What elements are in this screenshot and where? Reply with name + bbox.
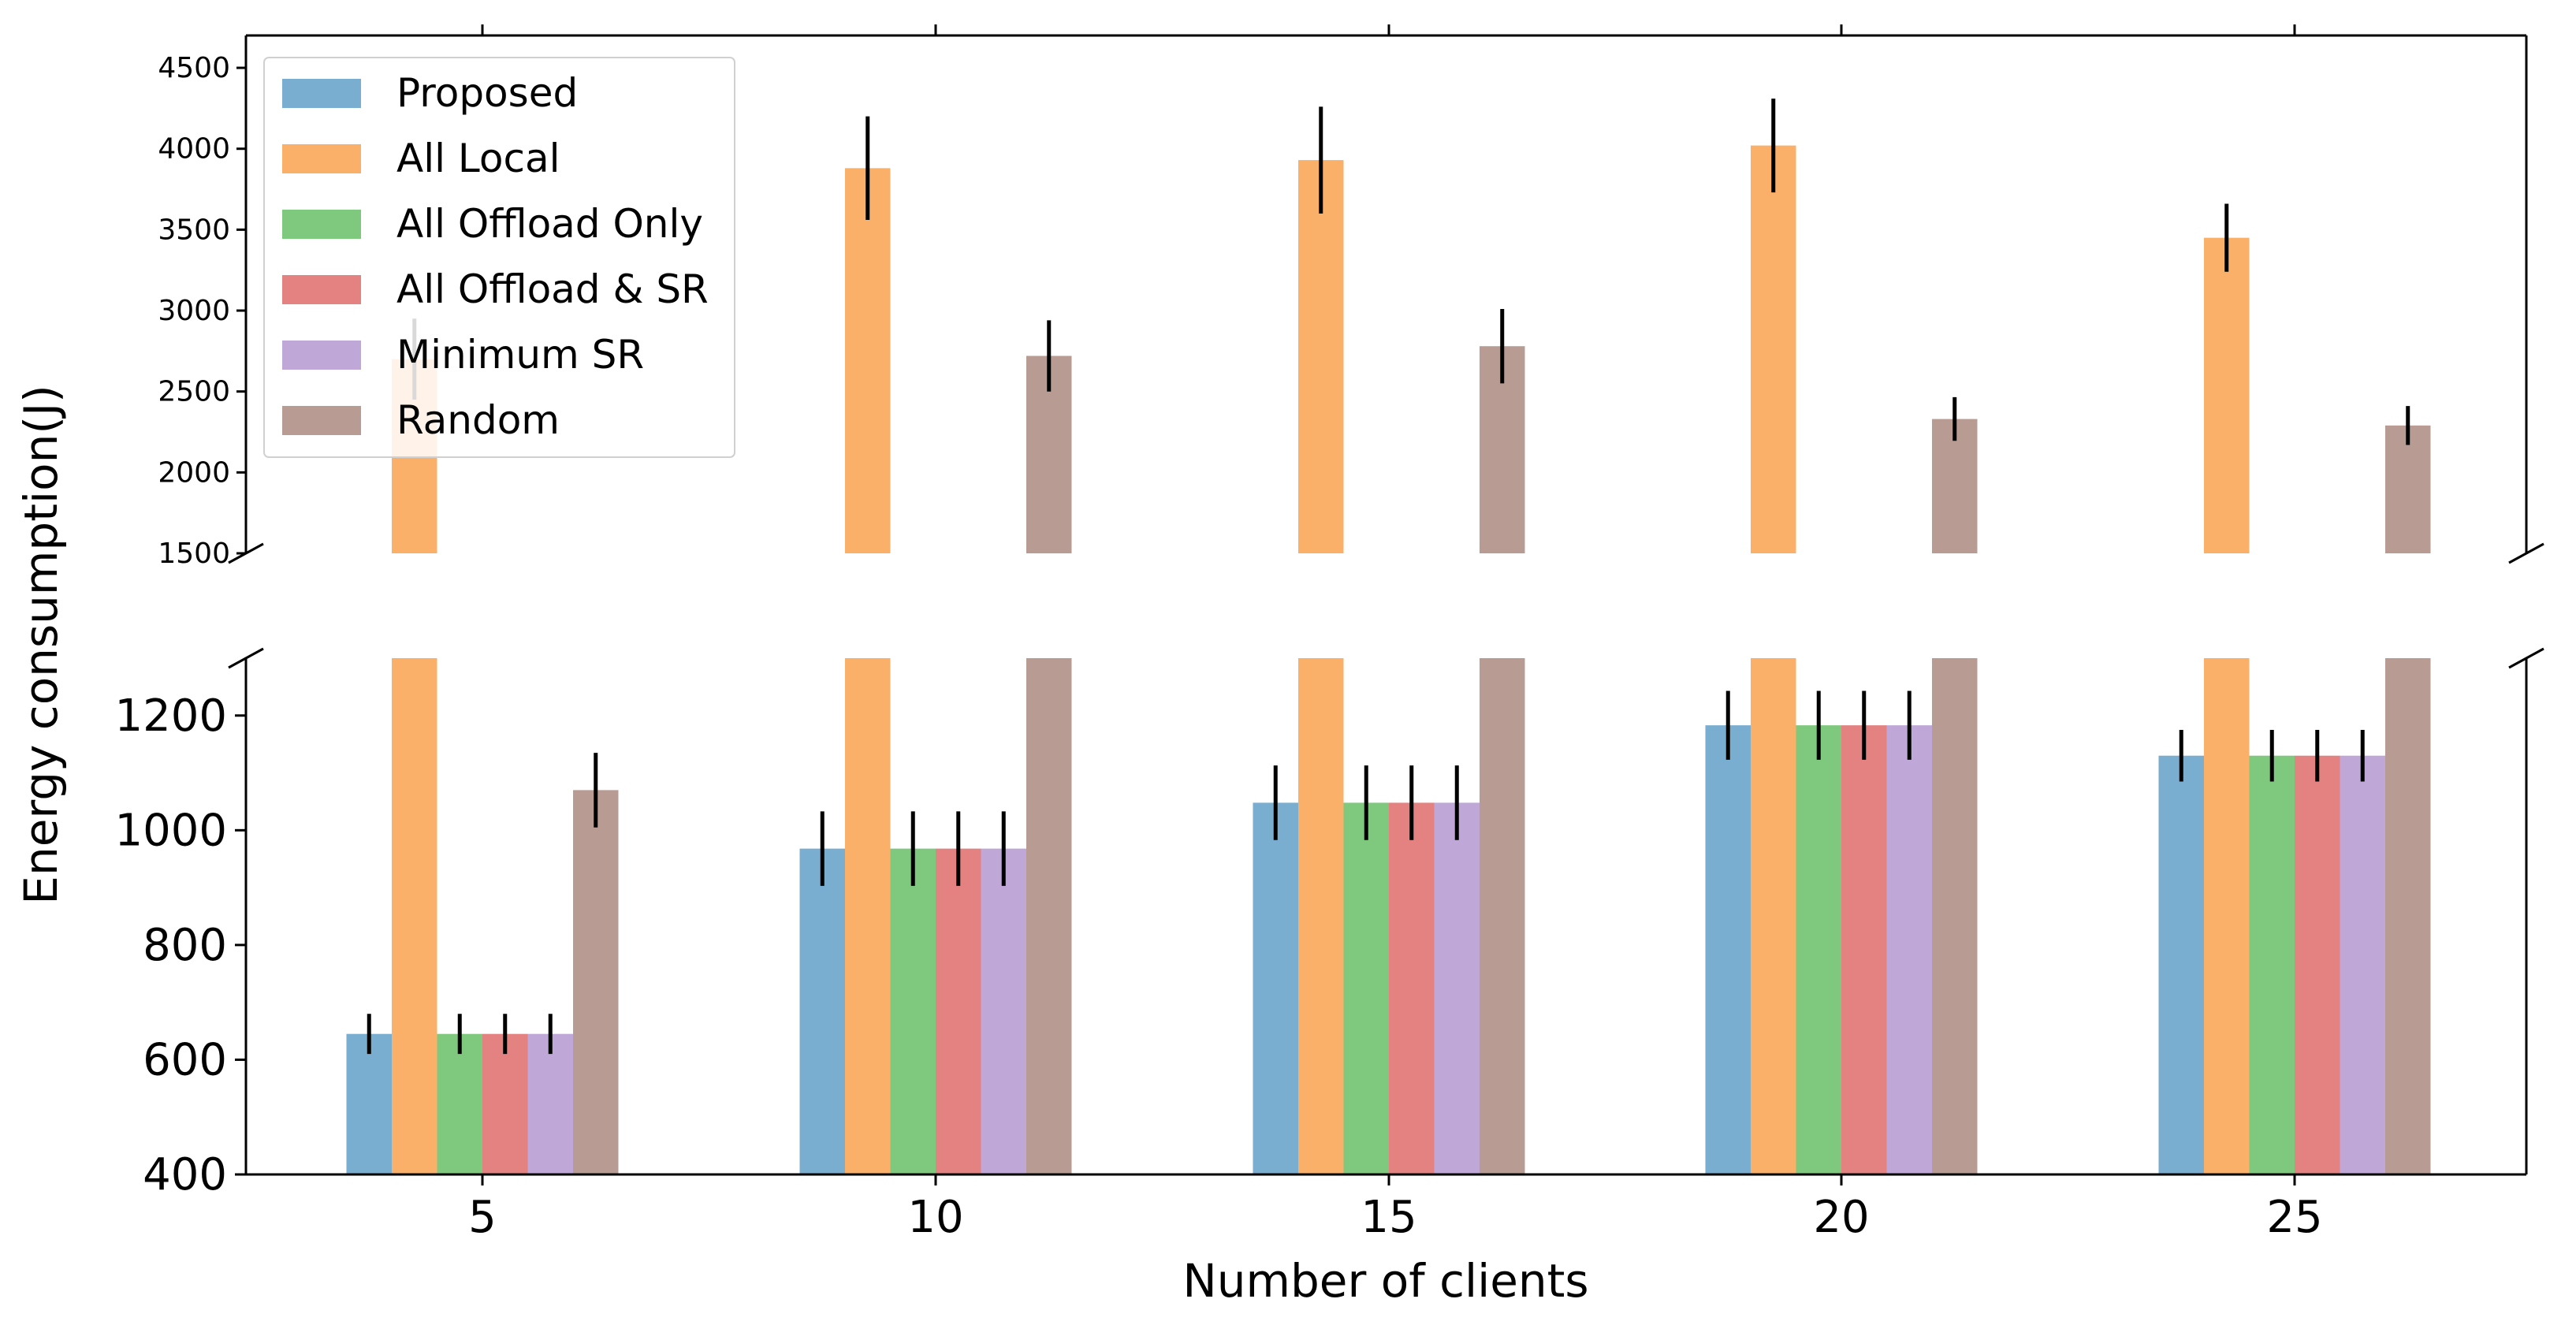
legend-label-all-offload-only: All Offload Only bbox=[396, 201, 703, 247]
bar-upper-random-20 bbox=[1932, 419, 1978, 553]
bar-lower-all-offload-sr-20 bbox=[1841, 725, 1887, 1174]
bar-lower-minimum-sr-5 bbox=[527, 1033, 573, 1174]
bar-lower-minimum-sr-25 bbox=[2340, 755, 2385, 1174]
x-tick-label-20: 20 bbox=[1813, 1192, 1869, 1243]
lower-y-tick-label-600: 600 bbox=[143, 1034, 227, 1085]
bar-lower-all-offload-sr-25 bbox=[2295, 755, 2340, 1174]
bar-lower-all-offload-only-15 bbox=[1343, 802, 1389, 1174]
bar-upper-random-25 bbox=[2385, 425, 2431, 553]
break-mark-upper-right bbox=[2508, 542, 2544, 564]
upper-y-tick-label-1500: 1500 bbox=[158, 538, 230, 570]
bar-lower-all-local-25 bbox=[2204, 658, 2250, 1174]
bar-upper-all-local-20 bbox=[1751, 145, 1796, 554]
bar-lower-random-20 bbox=[1932, 658, 1978, 1174]
legend-label-all-offload-sr: All Offload & SR bbox=[396, 266, 709, 312]
legend-swatch-minimum-sr bbox=[282, 341, 361, 370]
upper-y-tick-label-4500: 4500 bbox=[158, 52, 230, 84]
legend-swatch-random bbox=[282, 406, 361, 435]
bar-lower-all-offload-sr-15 bbox=[1389, 802, 1435, 1174]
upper-y-tick-label-3000: 3000 bbox=[158, 295, 230, 327]
upper-y-tick-label-2000: 2000 bbox=[158, 456, 230, 489]
bar-upper-all-local-15 bbox=[1298, 160, 1344, 553]
legend-swatch-all-local bbox=[282, 144, 361, 173]
bar-upper-all-local-25 bbox=[2204, 237, 2250, 553]
plot-area: 1500 2000 2500 3000 3500 4000 4500 400 600 800 100… bbox=[114, 24, 2544, 1243]
y-axis-label: Energy consumption(J) bbox=[14, 385, 68, 904]
legend: Proposed All Local All Offload Only All Off… bbox=[263, 57, 735, 458]
bar-lower-all-local-10 bbox=[845, 658, 891, 1174]
break-mark-lower-left bbox=[228, 647, 264, 669]
bar-lower-all-offload-only-10 bbox=[890, 848, 936, 1174]
x-tick-label-10: 10 bbox=[907, 1192, 963, 1243]
bar-lower-proposed-10 bbox=[799, 848, 845, 1174]
bar-lower-proposed-25 bbox=[2158, 755, 2204, 1174]
bar-lower-all-offload-sr-10 bbox=[936, 848, 981, 1174]
bar-lower-minimum-sr-15 bbox=[1434, 802, 1480, 1174]
x-axis-label: Number of clients bbox=[1182, 1254, 1588, 1308]
upper-y-tick-label-2500: 2500 bbox=[158, 376, 230, 408]
bar-lower-proposed-20 bbox=[1705, 725, 1751, 1174]
break-mark-lower-right bbox=[2508, 647, 2544, 669]
legend-frame bbox=[263, 57, 735, 458]
bar-lower-all-local-15 bbox=[1298, 658, 1344, 1174]
x-tick-label-15: 15 bbox=[1361, 1192, 1416, 1243]
lower-y-tick-label-1000: 1000 bbox=[114, 805, 227, 856]
legend-swatch-proposed bbox=[282, 79, 361, 108]
upper-y-tick-label-3500: 3500 bbox=[158, 214, 230, 246]
legend-label-proposed: Proposed bbox=[396, 70, 578, 116]
bar-lower-all-offload-only-5 bbox=[437, 1033, 482, 1174]
bar-lower-random-25 bbox=[2385, 658, 2431, 1174]
bar-lower-all-offload-only-20 bbox=[1796, 725, 1841, 1174]
upper-y-tick-label-4000: 4000 bbox=[158, 133, 230, 166]
lower-y-tick-label-1200: 1200 bbox=[114, 690, 227, 742]
legend-swatch-all-offload-only bbox=[282, 210, 361, 239]
legend-label-minimum-sr: Minimum SR bbox=[396, 332, 644, 378]
lower-y-tick-label-400: 400 bbox=[143, 1149, 227, 1200]
bar-lower-minimum-sr-10 bbox=[981, 848, 1026, 1174]
legend-swatch-all-offload-sr bbox=[282, 275, 361, 304]
x-tick-label-5: 5 bbox=[468, 1192, 497, 1243]
bar-lower-all-local-5 bbox=[392, 658, 437, 1174]
bar-lower-random-5 bbox=[573, 790, 619, 1174]
bar-lower-proposed-5 bbox=[346, 1033, 392, 1174]
bar-lower-random-15 bbox=[1480, 658, 1525, 1174]
lower-y-tick-label-800: 800 bbox=[143, 920, 227, 971]
legend-label-all-local: All Local bbox=[396, 136, 560, 181]
bar-lower-all-offload-only-25 bbox=[2249, 755, 2295, 1174]
bar-lower-random-10 bbox=[1026, 658, 1072, 1174]
bar-lower-all-local-20 bbox=[1751, 658, 1796, 1174]
bar-lower-proposed-15 bbox=[1253, 802, 1298, 1174]
x-tick-label-25: 25 bbox=[2266, 1192, 2322, 1243]
bar-lower-minimum-sr-20 bbox=[1886, 725, 1932, 1174]
bar-upper-all-local-10 bbox=[845, 168, 891, 553]
bar-lower-all-offload-sr-5 bbox=[482, 1033, 528, 1174]
legend-label-random: Random bbox=[396, 397, 560, 443]
